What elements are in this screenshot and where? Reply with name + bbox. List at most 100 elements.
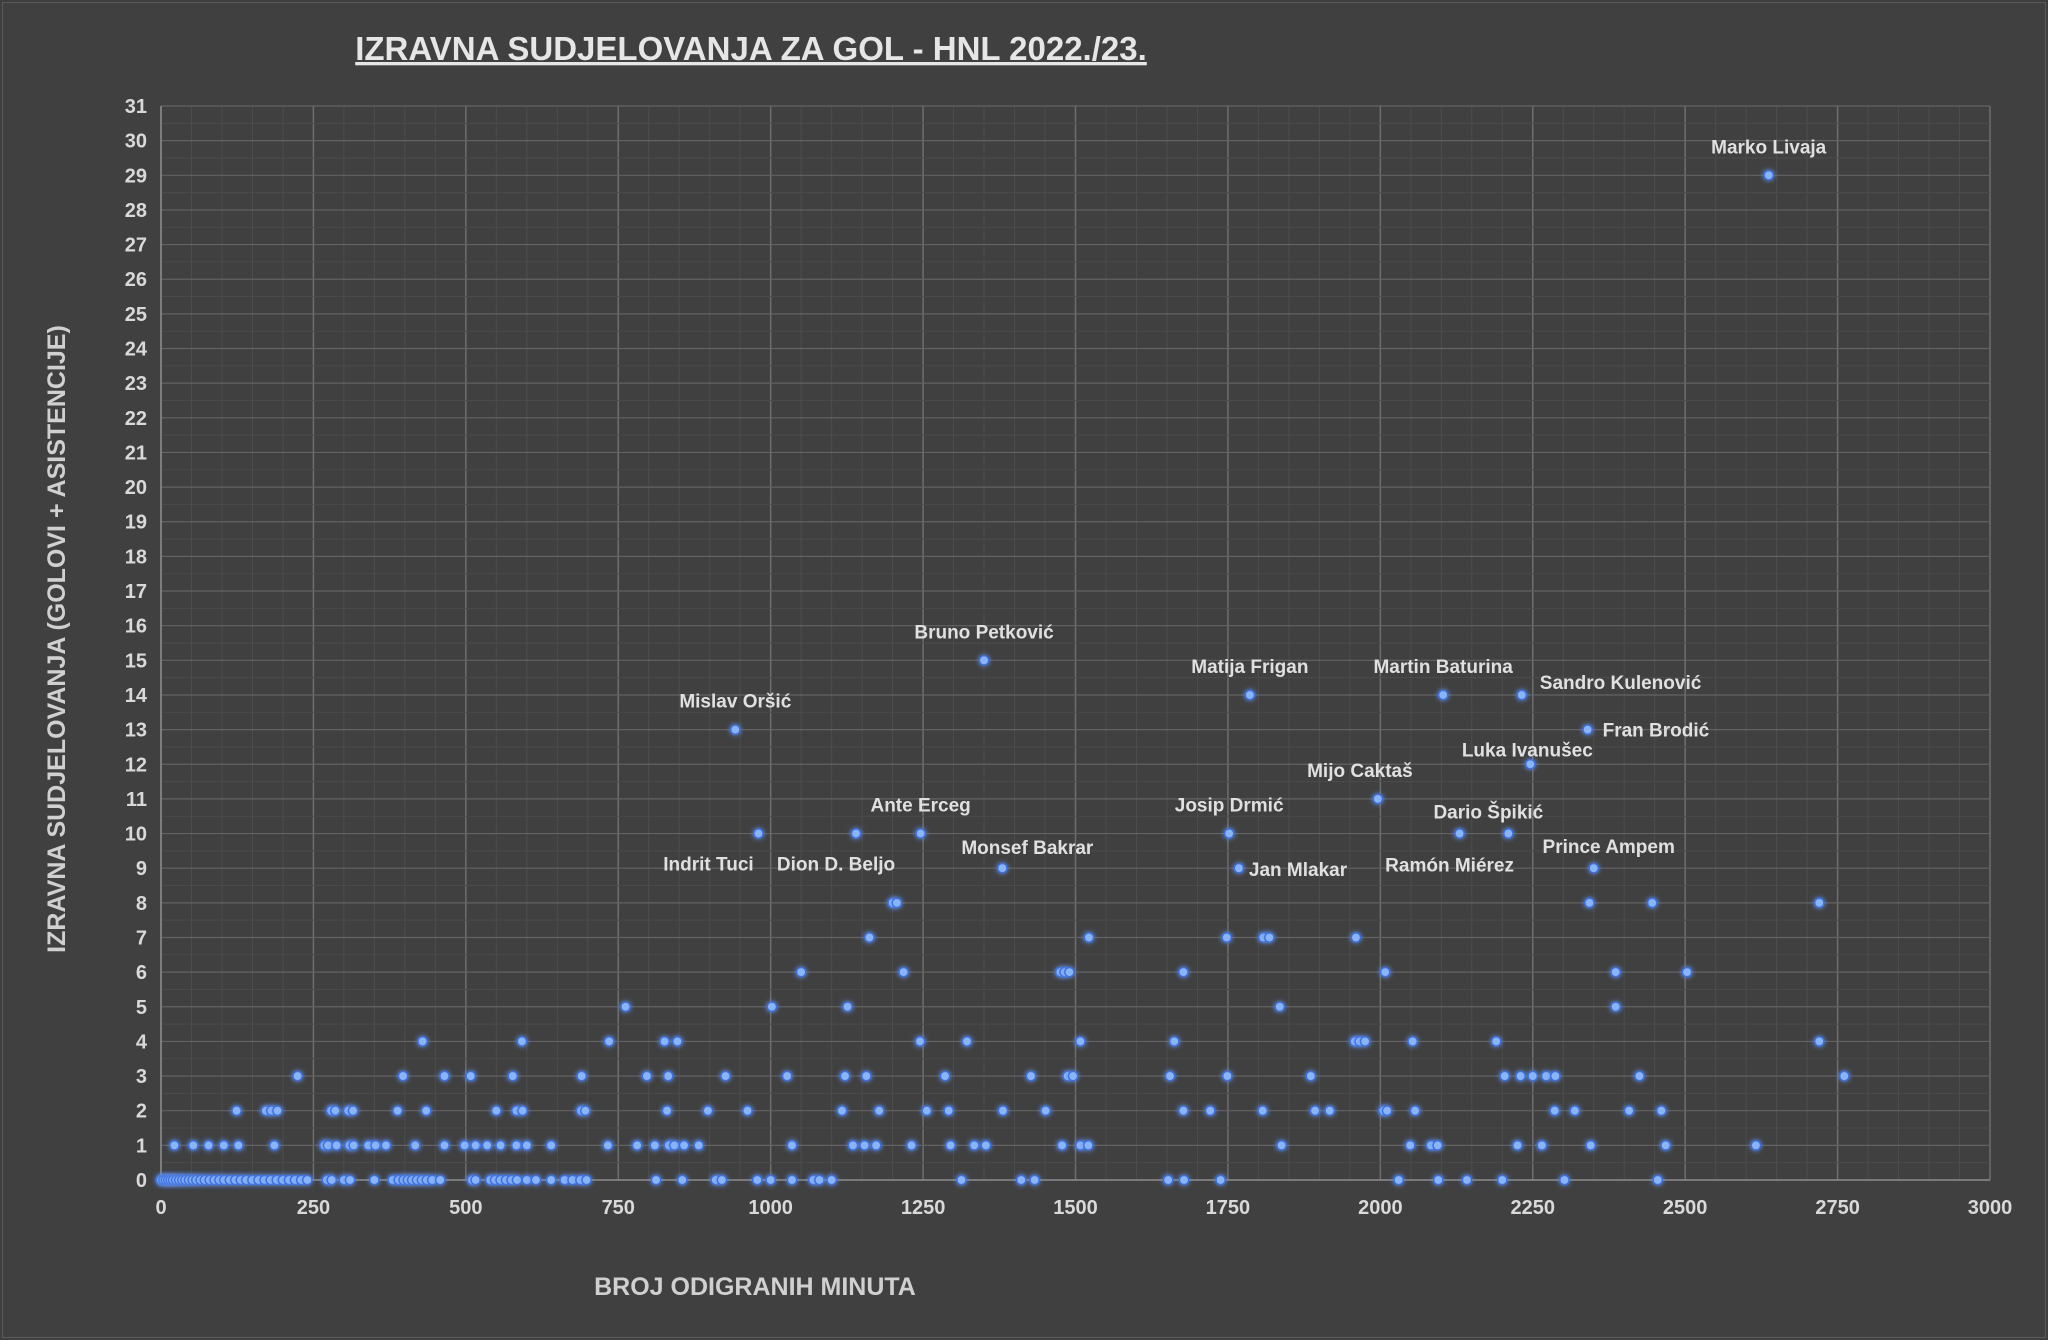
point-label: Marko Livaja xyxy=(1711,137,1827,158)
data-point xyxy=(1490,1036,1502,1047)
data-point xyxy=(1623,1105,1635,1117)
data-point xyxy=(631,1140,643,1151)
data-point xyxy=(839,1070,851,1082)
x-tick-label: 500 xyxy=(449,1197,482,1219)
data-point xyxy=(380,1140,392,1151)
point-label: Monsef Bakrar xyxy=(961,838,1094,859)
point-label: Matija Frigan xyxy=(1191,657,1308,678)
point-label: Mislav Oršić xyxy=(679,692,791,713)
point-label: Martin Baturina xyxy=(1373,657,1513,678)
y-tick-label: 17 xyxy=(125,581,147,603)
data-point xyxy=(968,1140,980,1151)
point-label: Sandro Kulenović xyxy=(1540,673,1702,694)
point-label: Dion D. Beljo xyxy=(777,855,895,876)
data-point xyxy=(439,1070,450,1082)
data-point xyxy=(1681,966,1693,978)
data-point xyxy=(1178,1174,1190,1186)
y-tick-label: 4 xyxy=(136,1031,148,1053)
data-point xyxy=(861,1070,872,1082)
data-point xyxy=(859,1140,870,1151)
x-tick-label: 2750 xyxy=(1815,1197,1860,1219)
data-point xyxy=(1215,1174,1226,1186)
x-axis-title: BROJ ODIGRANIH MINUTA xyxy=(594,1273,916,1301)
axes xyxy=(160,106,1990,1181)
data-point xyxy=(1064,966,1075,978)
data-point xyxy=(915,828,926,839)
x-tick-label: 1250 xyxy=(901,1197,946,1219)
data-point xyxy=(650,1174,662,1186)
x-tick-label: 0 xyxy=(155,1197,166,1219)
data-point xyxy=(1379,966,1391,978)
data-point xyxy=(1515,1070,1526,1082)
data-point xyxy=(417,1036,428,1047)
data-point xyxy=(678,1140,690,1151)
data-point xyxy=(580,1105,591,1117)
x-tick-label: 1750 xyxy=(1206,1197,1251,1219)
data-point xyxy=(1178,1105,1189,1117)
data-point xyxy=(1652,1174,1664,1186)
data-point xyxy=(676,1174,688,1186)
chart-title: IZRAVNA SUDJELOVANJA ZA GOL - HNL 2022./… xyxy=(355,30,1147,67)
data-point xyxy=(459,1140,470,1151)
data-point xyxy=(1359,1036,1371,1047)
y-tick-label: 8 xyxy=(136,893,147,915)
data-point xyxy=(847,1140,859,1151)
point-label: Jan Mlakar xyxy=(1249,860,1348,881)
data-point xyxy=(702,1105,714,1117)
data-point xyxy=(753,828,764,839)
data-point xyxy=(997,862,1008,874)
data-point xyxy=(659,1036,670,1047)
data-point xyxy=(870,1140,882,1151)
grid-lines xyxy=(160,105,1991,1181)
data-point xyxy=(434,1174,446,1186)
data-point xyxy=(344,1174,356,1186)
data-point xyxy=(1075,1036,1086,1047)
y-tick-label: 26 xyxy=(125,269,147,291)
data-point xyxy=(1656,1105,1667,1117)
data-point xyxy=(348,1140,359,1151)
data-point xyxy=(730,724,741,735)
data-point xyxy=(481,1140,493,1151)
y-tick-label: 29 xyxy=(125,165,147,187)
data-points xyxy=(155,169,1850,1186)
data-point xyxy=(470,1174,481,1186)
y-tick-label: 13 xyxy=(125,720,147,742)
data-point xyxy=(495,1140,506,1151)
data-point xyxy=(1015,1174,1027,1186)
data-point xyxy=(1432,1140,1443,1151)
data-point xyxy=(1536,1140,1548,1151)
data-point xyxy=(662,1070,674,1082)
data-point xyxy=(795,966,807,978)
data-point xyxy=(347,1105,359,1117)
data-point xyxy=(1437,689,1449,701)
data-point xyxy=(1350,932,1362,943)
data-point xyxy=(1582,724,1593,735)
data-point xyxy=(1393,1174,1404,1186)
data-point xyxy=(921,1105,933,1117)
y-tick-label: 19 xyxy=(125,512,147,534)
data-point xyxy=(302,1174,313,1186)
data-point xyxy=(603,1036,615,1047)
data-point xyxy=(507,1070,519,1082)
data-point xyxy=(521,1174,533,1186)
data-point xyxy=(1540,1070,1552,1082)
point-label: Dario Špikić xyxy=(1433,802,1543,824)
data-point xyxy=(511,1174,523,1186)
data-point xyxy=(1056,1140,1068,1151)
y-tick-label: 24 xyxy=(125,339,148,361)
data-point xyxy=(1223,828,1235,839)
data-point xyxy=(517,1105,528,1117)
data-point xyxy=(233,1140,244,1151)
data-point xyxy=(943,1105,954,1117)
x-tick-label: 2000 xyxy=(1358,1197,1403,1219)
data-point xyxy=(826,1174,837,1186)
data-point xyxy=(1372,793,1384,805)
data-point xyxy=(576,1070,587,1082)
x-tick-label: 2500 xyxy=(1663,1197,1708,1219)
data-point xyxy=(465,1070,477,1082)
data-point xyxy=(842,1001,853,1013)
point-label: Mijo Caktaš xyxy=(1307,761,1413,782)
point-label: Indrit Tuci xyxy=(663,855,753,876)
data-point xyxy=(545,1140,557,1151)
